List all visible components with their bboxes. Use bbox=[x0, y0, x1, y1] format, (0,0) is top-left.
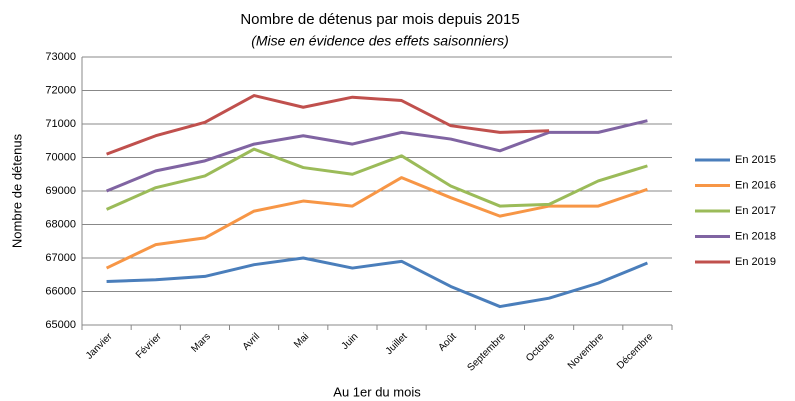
y-tick-label: 68000 bbox=[45, 218, 76, 230]
legend-label: En 2018 bbox=[735, 230, 776, 242]
y-axis-label: Nombre de détenus bbox=[9, 133, 24, 248]
x-tick-label: Décembre bbox=[615, 331, 656, 372]
y-tick-label: 66000 bbox=[45, 285, 76, 297]
x-tick-label: Mai bbox=[292, 331, 311, 350]
x-tick-label: Novembre bbox=[566, 331, 607, 372]
series-line bbox=[106, 119, 648, 193]
x-tick-label: Mars bbox=[189, 331, 213, 355]
x-tick-label: Janvier bbox=[84, 331, 115, 362]
x-tick-label: Février bbox=[134, 331, 164, 361]
y-tick-label: 71000 bbox=[45, 118, 76, 130]
legend-label: En 2016 bbox=[735, 179, 776, 191]
chart-subtitle: (Mise en évidence des effets saisonniers… bbox=[251, 33, 509, 49]
y-tick-label: 72000 bbox=[45, 84, 76, 96]
y-tick-label: 67000 bbox=[45, 252, 76, 264]
chart-title: Nombre de détenus par mois depuis 2015 bbox=[240, 11, 519, 28]
x-tick-label: Juin bbox=[340, 331, 361, 352]
series-line bbox=[105, 176, 648, 270]
legend-label: En 2015 bbox=[735, 154, 776, 166]
y-tick-label: 69000 bbox=[45, 185, 76, 197]
series-line bbox=[106, 94, 550, 156]
y-tick-label: 73000 bbox=[45, 51, 76, 63]
x-tick-label: Juillet bbox=[384, 331, 410, 357]
x-tick-label: Avril bbox=[241, 331, 262, 352]
x-tick-label: Septembre bbox=[466, 331, 509, 374]
x-axis-label: Au 1er du mois bbox=[333, 384, 421, 399]
series-line bbox=[105, 147, 648, 211]
legend-label: En 2019 bbox=[735, 256, 776, 268]
y-tick-label: 65000 bbox=[45, 319, 76, 331]
series-line bbox=[106, 256, 648, 309]
x-tick-label: Août bbox=[436, 331, 458, 353]
y-tick-label: 70000 bbox=[45, 151, 76, 163]
x-tick-label: Octobre bbox=[524, 331, 557, 364]
legend-label: En 2017 bbox=[735, 205, 776, 217]
